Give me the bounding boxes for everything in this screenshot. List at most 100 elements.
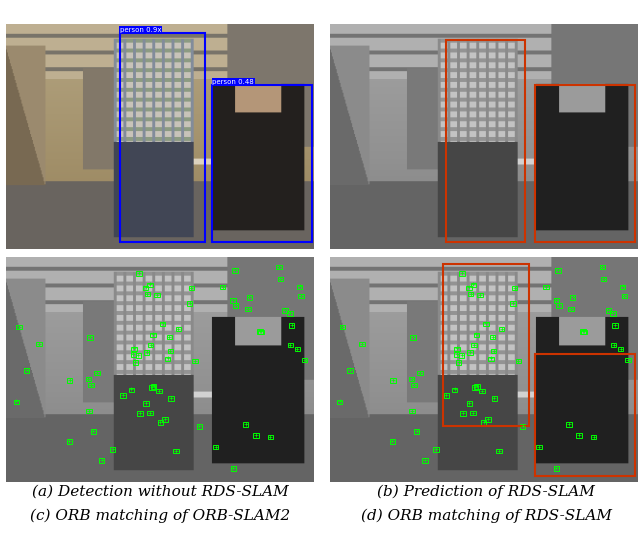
Bar [543, 285, 548, 289]
Bar [433, 448, 438, 452]
Bar [120, 393, 126, 398]
Bar [168, 349, 173, 353]
Bar [591, 435, 596, 440]
Bar [232, 269, 237, 273]
Bar [520, 425, 525, 429]
Bar [246, 295, 252, 300]
Bar [556, 269, 561, 273]
Bar [474, 332, 479, 337]
Bar [568, 307, 574, 311]
Bar [340, 325, 345, 329]
Bar [477, 293, 483, 297]
Bar [136, 353, 141, 358]
Bar [512, 286, 517, 291]
Bar [150, 332, 156, 337]
Bar [13, 400, 19, 404]
Bar [24, 368, 29, 373]
Bar [259, 330, 264, 334]
Bar [144, 350, 150, 355]
Bar [491, 349, 497, 353]
Bar [137, 412, 143, 416]
Bar [297, 285, 302, 289]
Bar [454, 352, 460, 356]
Bar [410, 335, 416, 339]
Bar [187, 301, 193, 306]
Bar [536, 354, 636, 475]
Bar [151, 384, 156, 389]
Bar [162, 417, 168, 422]
Text: person 0.9x: person 0.9x [120, 27, 161, 33]
Bar [145, 292, 150, 296]
Bar [298, 294, 304, 299]
Bar [88, 383, 93, 388]
Bar [294, 347, 300, 352]
Bar [417, 371, 423, 375]
Bar [212, 85, 312, 242]
Bar [390, 440, 396, 444]
Bar [620, 285, 625, 289]
Bar [148, 343, 154, 347]
Bar [91, 429, 96, 434]
Bar [160, 322, 166, 326]
Bar [459, 353, 465, 358]
Bar [287, 311, 292, 316]
Bar [536, 445, 541, 449]
Bar [481, 420, 486, 425]
Bar [287, 343, 293, 347]
Bar [276, 265, 282, 269]
Bar [36, 342, 42, 346]
Bar [516, 359, 521, 363]
Bar [282, 308, 288, 313]
Bar [618, 347, 623, 352]
Bar [580, 329, 586, 334]
Bar [143, 401, 149, 406]
Bar [466, 286, 472, 290]
Bar [474, 384, 479, 389]
Bar [499, 327, 504, 331]
Bar [576, 433, 582, 438]
Bar [131, 347, 137, 351]
Bar [468, 292, 474, 296]
Bar [605, 308, 611, 313]
Bar [490, 335, 495, 339]
Bar [409, 409, 415, 413]
Bar [175, 327, 181, 331]
Bar [471, 343, 477, 347]
Bar [625, 358, 630, 362]
Bar [359, 342, 365, 346]
Bar [253, 433, 259, 438]
Bar [411, 383, 417, 388]
Bar [347, 368, 353, 373]
Bar [99, 458, 104, 463]
Bar [454, 347, 460, 351]
Bar [233, 303, 239, 308]
Bar [157, 420, 163, 425]
Bar [488, 356, 493, 361]
Bar [467, 350, 473, 355]
Bar [611, 343, 616, 347]
Bar [337, 400, 342, 404]
Bar [86, 377, 91, 381]
Bar [611, 311, 616, 316]
Bar [470, 411, 476, 415]
Bar [257, 329, 263, 334]
Bar [302, 358, 307, 362]
Bar [245, 307, 251, 311]
Bar [136, 271, 141, 276]
Bar [173, 449, 179, 453]
Bar [165, 356, 170, 361]
Bar [220, 285, 225, 289]
Bar [131, 352, 136, 356]
Bar [132, 360, 138, 364]
Bar [147, 411, 153, 415]
Text: (c) ORB matching of ORB-SLAM2: (c) ORB matching of ORB-SLAM2 [30, 508, 290, 523]
Bar [243, 422, 248, 427]
Bar [17, 325, 22, 329]
Bar [94, 371, 100, 375]
Bar [147, 282, 153, 287]
Bar [67, 378, 72, 383]
Bar [154, 293, 160, 297]
Bar [600, 265, 605, 269]
Bar [485, 417, 491, 422]
Bar [566, 422, 572, 427]
